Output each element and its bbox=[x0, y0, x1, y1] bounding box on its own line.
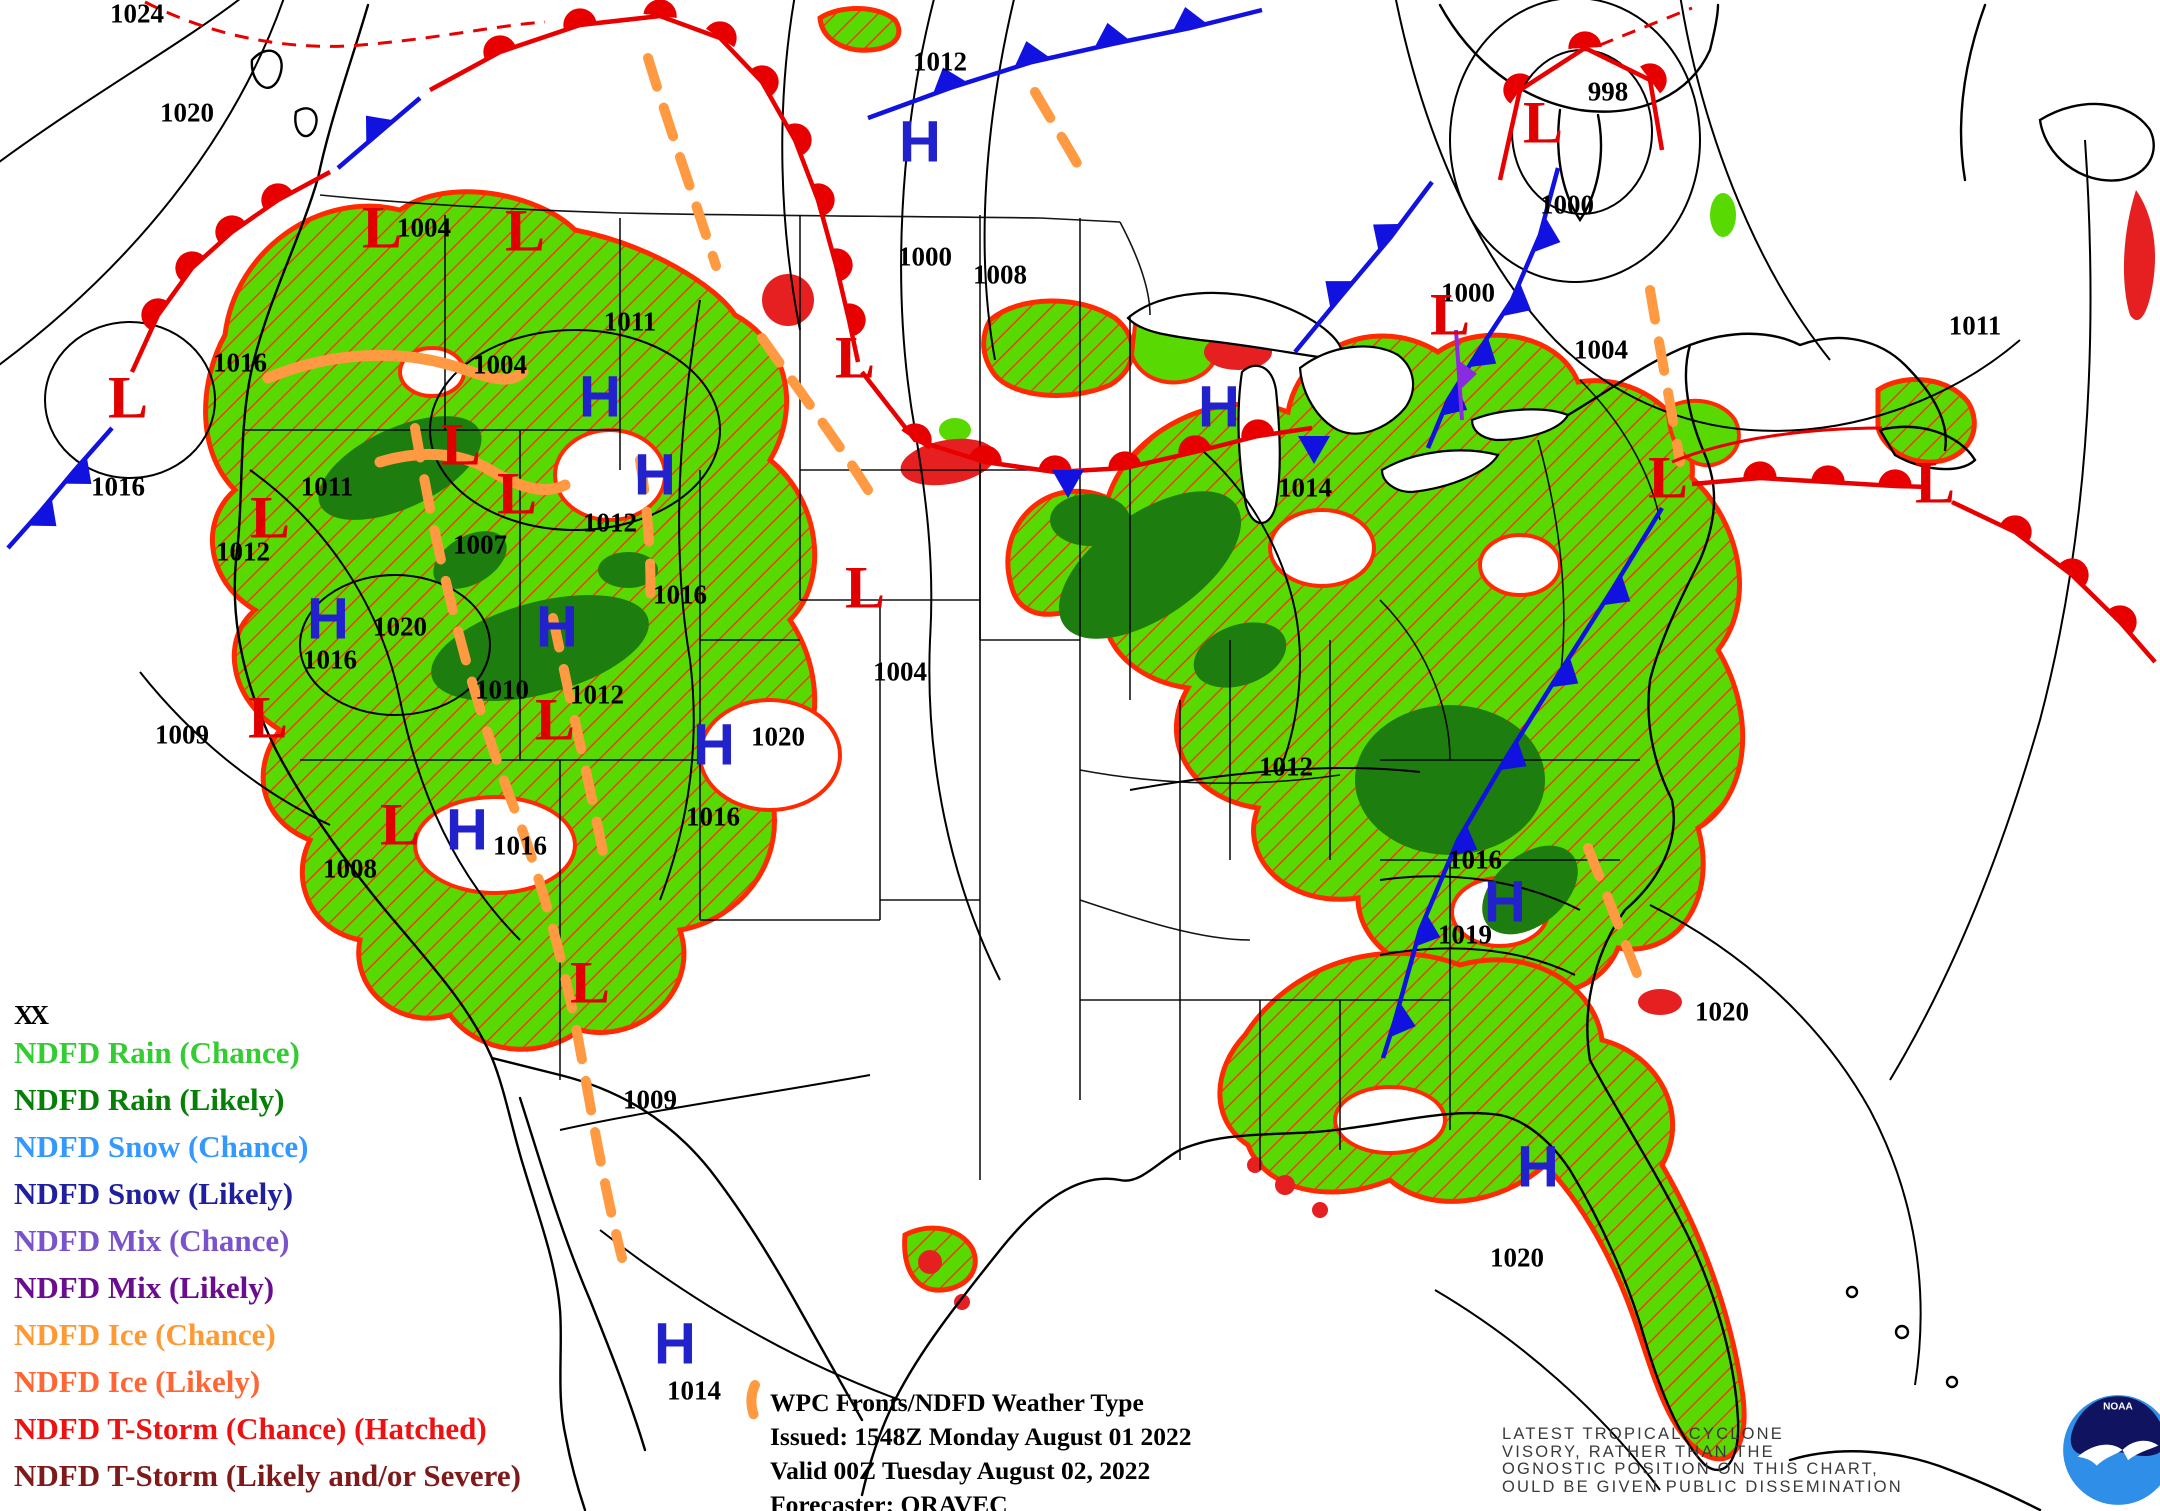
pressure-label: 1011 bbox=[300, 471, 354, 502]
pressure-label: 1004 bbox=[1574, 334, 1628, 365]
disclaimer-line: VISORY, RATHER THAN THE bbox=[1502, 1442, 1775, 1461]
pressure-label: 1011 bbox=[603, 306, 657, 337]
high-center: H bbox=[1198, 374, 1240, 440]
low-center: L bbox=[496, 460, 538, 527]
high-center: H bbox=[693, 712, 735, 778]
pressure-label: 1020 bbox=[160, 97, 214, 128]
low-center: L bbox=[107, 364, 149, 431]
low-center: L bbox=[440, 411, 482, 478]
disclaimer-line: OULD BE GIVEN PUBLIC DISSEMINATION bbox=[1502, 1477, 1903, 1496]
legend-xx-marker: XX bbox=[14, 1000, 49, 1030]
low-center: L bbox=[249, 484, 291, 551]
pressure-label: 998 bbox=[1587, 76, 1629, 107]
high-center: H bbox=[307, 586, 349, 652]
pressure-label: 1020 bbox=[373, 611, 427, 642]
high-center: H bbox=[1484, 869, 1526, 935]
pressure-label: 1014 bbox=[1278, 472, 1332, 503]
state-borders bbox=[245, 194, 1661, 1180]
pressure-label: 1016 bbox=[91, 471, 145, 502]
issued-line: Issued: 1548Z Monday August 01 2022 bbox=[770, 1422, 1192, 1451]
low-center: L bbox=[504, 197, 546, 264]
legend-item: NDFD Mix (Chance) bbox=[14, 1223, 290, 1258]
low-center: L bbox=[1429, 281, 1471, 348]
pressure-label: 1020 bbox=[1490, 1242, 1544, 1273]
pressure-label: 1004 bbox=[473, 349, 527, 380]
coastline-layer bbox=[233, 3, 2155, 1511]
map-title: WPC Fronts/NDFD Weather Type bbox=[770, 1388, 1144, 1417]
pressure-label: 1010 bbox=[475, 674, 529, 705]
pressure-label: 1009 bbox=[155, 719, 209, 750]
low-center: L bbox=[1914, 449, 1956, 516]
pressure-label: 1012 bbox=[1259, 751, 1313, 782]
pressure-label: 1012 bbox=[583, 507, 637, 538]
legend: XX NDFD Rain (Chance) NDFD Rain (Likely) N… bbox=[14, 1002, 521, 1499]
fronts-layer bbox=[6, 0, 2157, 1059]
high-center: H bbox=[634, 442, 676, 508]
pressure-label: 1016 bbox=[213, 347, 267, 378]
low-center: L bbox=[379, 791, 421, 858]
pressure-label: 1012 bbox=[913, 46, 967, 77]
high-center: H bbox=[579, 364, 621, 430]
pressure-label: 1020 bbox=[751, 721, 805, 752]
low-center: L bbox=[361, 194, 403, 261]
pressure-label: 1000 bbox=[1540, 189, 1594, 220]
valid-line: Valid 00Z Tuesday August 02, 2022 bbox=[770, 1456, 1151, 1485]
low-center: L bbox=[247, 684, 289, 751]
high-center: H bbox=[446, 797, 488, 863]
disclaimer-line: OGNOSTIC POSITION ON THIS CHART, bbox=[1502, 1460, 1879, 1478]
legend-item: NDFD Rain (Likely) bbox=[14, 1082, 285, 1117]
high-center: H bbox=[1517, 1134, 1559, 1200]
pressure-label: 1016 bbox=[493, 830, 547, 861]
pressure-label: 1004 bbox=[397, 212, 451, 243]
pressure-label: 1008 bbox=[323, 853, 377, 884]
legend-item: NDFD Rain (Chance) bbox=[14, 1035, 300, 1070]
low-center: L bbox=[834, 324, 876, 391]
high-center: H bbox=[899, 109, 941, 175]
low-center: L bbox=[1522, 89, 1564, 156]
legend-item: NDFD Ice (Likely) bbox=[14, 1364, 261, 1399]
pressure-label: 1016 bbox=[303, 644, 357, 675]
pressure-label: 1000 bbox=[1441, 277, 1495, 308]
pressure-label: 1016 bbox=[653, 579, 707, 610]
legend-item: NDFD Ice (Chance) bbox=[14, 1317, 276, 1352]
pressure-label: 1016 bbox=[686, 801, 740, 832]
pressure-label: 1016 bbox=[1448, 844, 1502, 875]
pressure-label: 1019 bbox=[1438, 919, 1492, 950]
pressure-label: 1011 bbox=[1948, 310, 2002, 341]
legend-item: NDFD T-Storm (Likely and/or Severe) bbox=[14, 1458, 521, 1493]
pressure-label: 1020 bbox=[1695, 996, 1749, 1027]
legend-item: NDFD Mix (Likely) bbox=[14, 1270, 275, 1305]
legend-item: NDFD Snow (Chance) bbox=[14, 1129, 309, 1164]
noaa-logo-text: NOAA bbox=[2103, 1402, 2133, 1413]
low-center: L bbox=[569, 949, 611, 1016]
low-center: L bbox=[534, 686, 576, 753]
legend-item: NDFD Snow (Likely) bbox=[14, 1176, 294, 1211]
pressure-label: 1014 bbox=[667, 1375, 721, 1406]
pressure-label: 1007 bbox=[453, 529, 507, 560]
disclaimer-line: LATEST TROPICAL CYCLONE bbox=[1502, 1425, 1784, 1443]
pressure-label: 1012 bbox=[570, 679, 624, 710]
low-center: L bbox=[1647, 444, 1689, 511]
title-block: WPC Fronts/NDFD Weather Type Issued: 154… bbox=[770, 1386, 1192, 1511]
pressure-label: 1008 bbox=[973, 259, 1027, 290]
high-center: H bbox=[536, 594, 578, 660]
noaa-logo-icon: NOAA bbox=[2062, 1394, 2160, 1506]
low-center: L bbox=[844, 554, 886, 621]
pressure-label: 1000 bbox=[898, 241, 952, 272]
forecaster-line: Forecaster: ORAVEC bbox=[770, 1490, 1008, 1511]
high-center: H bbox=[654, 1311, 696, 1377]
legend-items: NDFD Rain (Chance) NDFD Rain (Likely) NDFD… bbox=[14, 1029, 521, 1499]
disclaimer-text: LATEST TROPICAL CYCLONE VISORY, RATHER TH… bbox=[1502, 1425, 1903, 1496]
legend-item: NDFD T-Storm (Chance) (Hatched) bbox=[14, 1411, 487, 1446]
pressure-label: 1012 bbox=[216, 536, 270, 567]
pressure-label: 1004 bbox=[873, 656, 927, 687]
pressure-label: 1024 bbox=[110, 0, 164, 29]
pressure-label: 1009 bbox=[623, 1084, 677, 1115]
